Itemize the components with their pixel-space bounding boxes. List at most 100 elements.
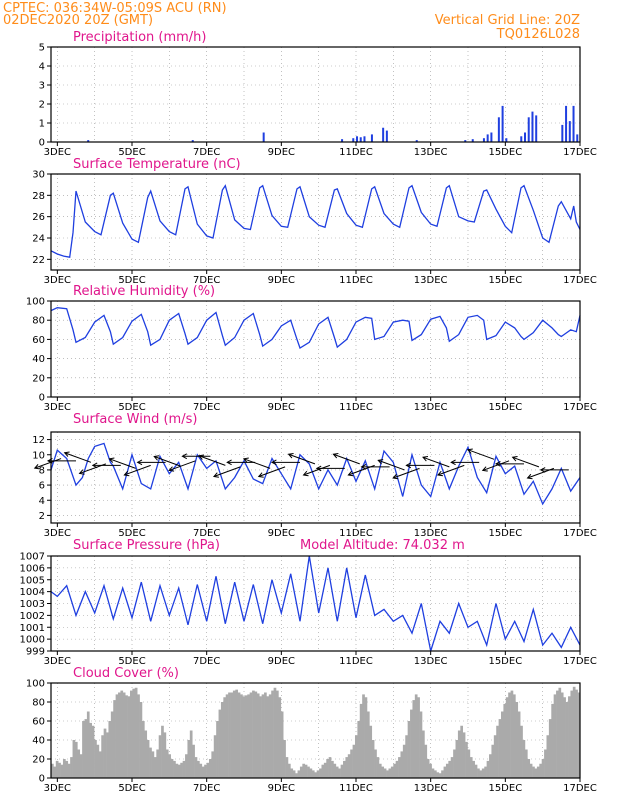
header-grid-note: Vertical Grid Line: 20Z: [435, 13, 580, 28]
series-line: [50, 555, 581, 652]
x-tick-label: 13DEC: [414, 275, 448, 286]
y-tick-label: 26: [32, 212, 45, 223]
cloud-bar: [539, 763, 543, 778]
cloud-bar: [366, 711, 370, 778]
wind-arrow-head: [422, 456, 429, 462]
wind-arrow: [422, 456, 450, 468]
cloud-bar: [213, 735, 217, 778]
wind-arrow: [436, 464, 465, 477]
cloud-bar: [58, 762, 61, 778]
wind-arrow-shaft: [213, 466, 241, 477]
cloud-bar: [141, 721, 145, 778]
cloud-bar: [422, 730, 425, 778]
wind-arrow-head: [315, 465, 322, 472]
x-tick-label: 9DEC: [268, 275, 295, 286]
cloud-bar: [264, 692, 267, 778]
cloud-bar: [103, 728, 107, 778]
x-tick-label: 13DEC: [414, 147, 448, 158]
cloud-bar: [338, 768, 341, 778]
panel-title: Surface Pressure (hPa): [73, 538, 220, 553]
cloud-bar: [364, 697, 368, 778]
wind-arrow: [33, 458, 62, 470]
cloud-bar: [548, 719, 552, 778]
precip-bar: [191, 140, 194, 142]
precip-bar: [535, 115, 538, 142]
wind-arrow-head: [270, 459, 277, 466]
cloud-bar: [127, 696, 131, 778]
panel-title: Relative Humidity (%): [73, 284, 215, 299]
x-tick-label: 5DEC: [118, 147, 145, 158]
cloud-bar: [517, 711, 521, 778]
y-tick-label: 60: [32, 717, 45, 728]
x-tick-label: 11DEC: [339, 147, 373, 158]
wind-arrow: [287, 453, 316, 465]
wind-arrow-head: [332, 453, 339, 459]
cloud-bar: [235, 689, 239, 778]
series-line: [50, 307, 581, 349]
cloud-bar: [110, 711, 114, 778]
cloud-bar: [405, 735, 408, 778]
cloud-bar: [524, 749, 528, 778]
x-tick-label: 9DEC: [268, 402, 295, 413]
cloud-bar: [429, 763, 432, 778]
cloud-bar: [481, 768, 485, 778]
wind-arrow: [108, 457, 136, 469]
y-tick-label: 10: [32, 450, 45, 461]
cloud-bar: [520, 725, 523, 778]
cloud-bar: [72, 740, 76, 778]
y-tick-label: 1003: [20, 599, 45, 610]
y-tick-label: 5: [39, 43, 45, 54]
precip-bar: [385, 130, 388, 142]
cloud-bar: [568, 696, 571, 778]
cloud-bar: [347, 754, 351, 778]
x-tick-label: 13DEC: [414, 528, 448, 539]
x-tick-label: 3DEC: [44, 528, 71, 539]
cloud-bar: [199, 763, 203, 778]
cloud-bar: [91, 725, 95, 778]
cloud-bar: [170, 759, 174, 778]
wind-arrow-shaft: [512, 456, 540, 468]
wind-arrow-head: [123, 470, 130, 477]
cloud-bar: [153, 757, 157, 778]
wind-arrow-head: [494, 461, 501, 467]
wind-arrow: [181, 453, 211, 460]
cloud-bar: [362, 694, 365, 778]
wind-arrow-head: [360, 464, 367, 470]
precip-bar: [415, 140, 418, 142]
wind-arrow: [466, 448, 495, 460]
cloud-bar: [457, 730, 461, 778]
header-code: TQ0126L028: [496, 27, 580, 42]
x-tick-label: 17DEC: [563, 147, 597, 158]
cloud-bar: [165, 749, 169, 778]
cloud-bar: [51, 763, 54, 778]
cloud-bar: [204, 764, 207, 778]
wind-arrow: [332, 453, 360, 465]
wind-arrow-head: [287, 453, 294, 459]
cloud-bar: [53, 766, 57, 778]
precip-bar: [531, 111, 534, 142]
cloud-bar: [268, 694, 272, 778]
cloud-bar: [570, 690, 574, 778]
cloud-bar: [122, 692, 126, 778]
cloud-bar: [501, 711, 504, 778]
x-tick-label: 7DEC: [193, 147, 220, 158]
cloud-bar: [335, 766, 339, 778]
cloud-bar: [371, 740, 375, 778]
wind-arrow-head: [347, 470, 354, 477]
cloud-bar: [479, 770, 483, 778]
cloud-bar: [101, 735, 104, 778]
wind-arrow: [136, 459, 166, 466]
cloud-bar: [374, 749, 377, 778]
precip-bar: [356, 136, 359, 142]
cloud-bar: [132, 688, 136, 778]
x-tick-label: 11DEC: [339, 783, 373, 794]
y-tick-label: 4: [39, 62, 45, 73]
cloud-bar: [151, 751, 155, 778]
y-tick-label: 0: [39, 774, 45, 785]
x-tick-label: 5DEC: [118, 783, 145, 794]
cloud-bar: [515, 702, 519, 778]
panel-frame: [50, 431, 581, 524]
y-tick-label: 1004: [20, 587, 45, 598]
wind-arrow-shaft: [422, 456, 450, 468]
